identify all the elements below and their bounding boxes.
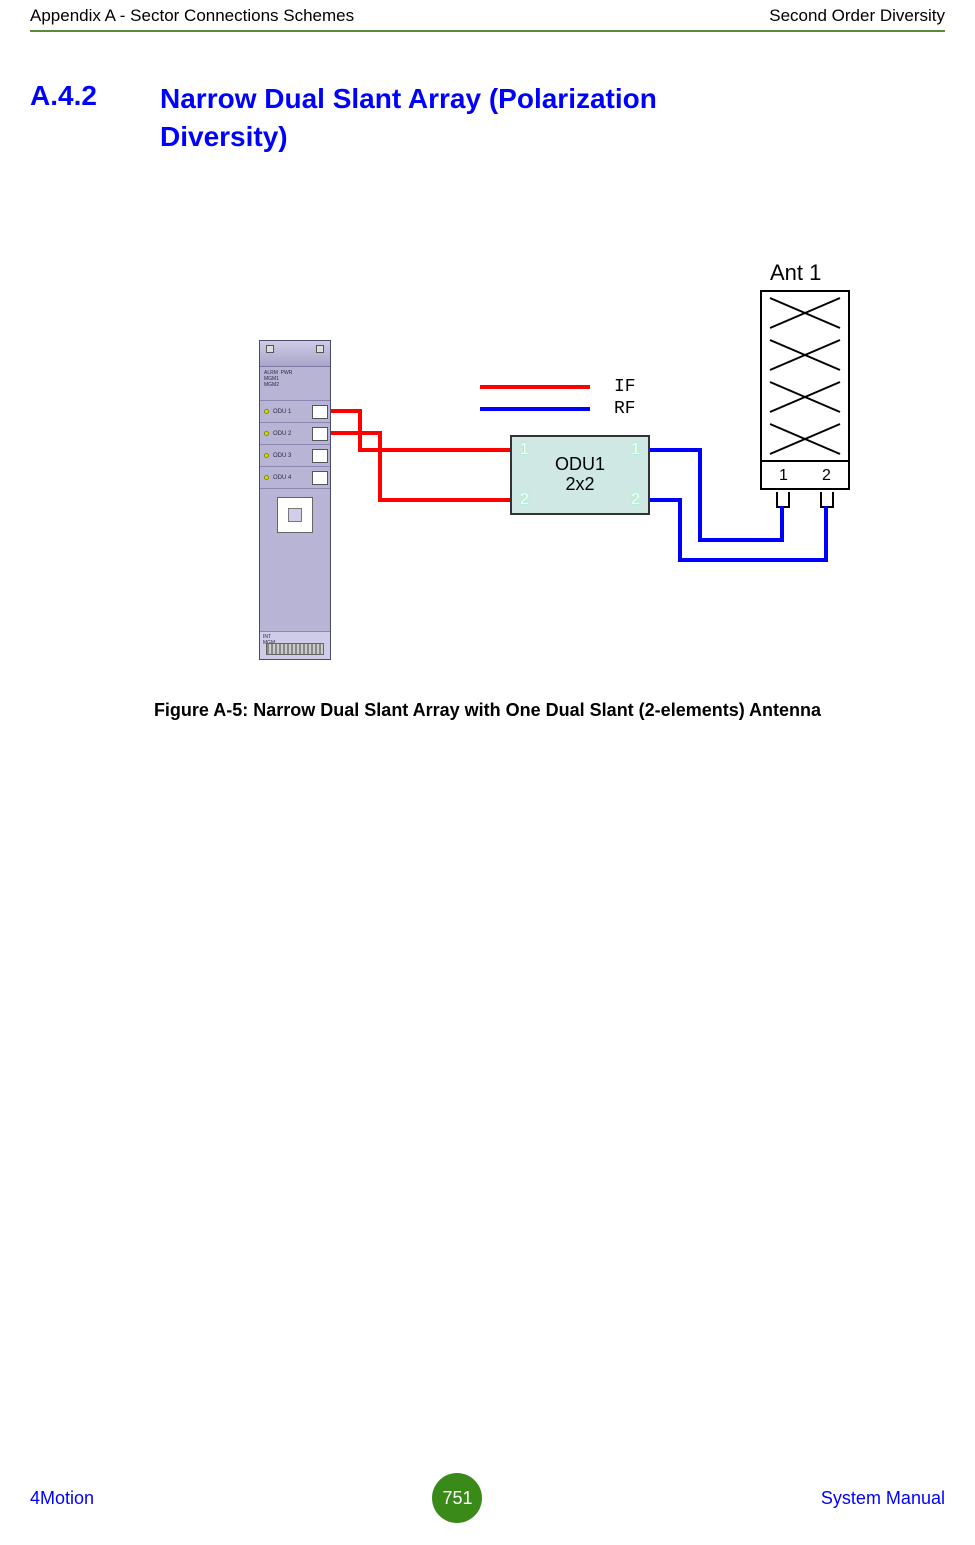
section-title: Narrow Dual Slant Array (Polarization Di… bbox=[160, 80, 657, 156]
wire-rf-2 bbox=[650, 500, 826, 560]
header-rule bbox=[30, 30, 945, 32]
odu-box: 1 1 2 2 ODU1 2x2 bbox=[510, 435, 650, 515]
legend-label-rf: RF bbox=[614, 399, 636, 419]
legend-line-rf bbox=[480, 407, 590, 411]
port-jack bbox=[312, 405, 328, 419]
antenna-element bbox=[762, 418, 848, 460]
section-title-line1: Narrow Dual Slant Array (Polarization bbox=[160, 83, 657, 114]
antenna-port-1: 1 bbox=[779, 467, 788, 485]
port-label: ODU 4 bbox=[273, 475, 291, 481]
odu-port-bl: 2 bbox=[520, 491, 529, 509]
page: Appendix A - Sector Connections Schemes … bbox=[0, 0, 975, 1545]
port-jack bbox=[312, 427, 328, 441]
basestation-card: ALRM PWRMGM1MGM2 ODU 1 ODU 2 ODU 3 bbox=[259, 340, 331, 660]
port-label: ODU 2 bbox=[273, 431, 291, 437]
basestation-port-odu1: ODU 1 bbox=[260, 401, 330, 423]
antenna-element bbox=[762, 334, 848, 376]
header-left: Appendix A - Sector Connections Schemes bbox=[30, 6, 354, 26]
page-header: Appendix A - Sector Connections Schemes … bbox=[0, 0, 975, 30]
basestation-port-odu4: ODU 4 bbox=[260, 467, 330, 489]
footer-right: System Manual bbox=[821, 1488, 945, 1509]
odu-label: ODU1 2x2 bbox=[555, 455, 605, 495]
footer-left: 4Motion bbox=[30, 1488, 94, 1509]
figure-caption: Figure A-5: Narrow Dual Slant Array with… bbox=[0, 700, 975, 721]
odu-port-tl: 1 bbox=[520, 441, 529, 459]
basestation-top bbox=[260, 341, 330, 367]
antenna-foot bbox=[776, 492, 790, 508]
antenna-element bbox=[762, 292, 848, 334]
disk-icon bbox=[288, 508, 302, 522]
port-label: ODU 3 bbox=[273, 453, 291, 459]
led-icon bbox=[264, 409, 269, 414]
legend-line-if bbox=[480, 385, 590, 389]
page-number-badge: 751 bbox=[432, 1473, 482, 1523]
legend-label-if: IF bbox=[614, 377, 636, 397]
odu-config: 2x2 bbox=[565, 474, 594, 494]
figure-area: ALRM PWRMGM1MGM2 ODU 1 ODU 2 ODU 3 bbox=[0, 260, 975, 680]
legend: IF RF bbox=[480, 376, 680, 420]
port-jack bbox=[312, 449, 328, 463]
antenna-foot bbox=[820, 492, 834, 508]
header-right: Second Order Diversity bbox=[769, 6, 945, 26]
wire-if-2 bbox=[331, 433, 510, 500]
basestation-label-block: ALRM PWRMGM1MGM2 bbox=[260, 367, 330, 401]
port-label: ODU 1 bbox=[273, 409, 291, 415]
antenna-label: Ant 1 bbox=[770, 260, 821, 286]
led-icon bbox=[264, 431, 269, 436]
basestation-module bbox=[277, 497, 313, 533]
basestation-foot: INTMGM bbox=[260, 631, 330, 659]
odu-name: ODU1 bbox=[555, 454, 605, 474]
antenna-ports: 1 2 bbox=[762, 460, 848, 490]
odu-port-br: 2 bbox=[631, 491, 640, 509]
section-number: A.4.2 bbox=[30, 80, 160, 156]
legend-row-if: IF bbox=[480, 376, 680, 398]
basestation-port-odu3: ODU 3 bbox=[260, 445, 330, 467]
led-icon bbox=[264, 453, 269, 458]
legend-row-rf: RF bbox=[480, 398, 680, 420]
vent-icon bbox=[266, 643, 324, 655]
port-jack bbox=[312, 471, 328, 485]
page-footer: 4Motion 751 System Manual bbox=[30, 1473, 945, 1523]
section-title-line2: Diversity) bbox=[160, 121, 288, 152]
section-heading: A.4.2 Narrow Dual Slant Array (Polarizat… bbox=[30, 80, 945, 156]
antenna-feet bbox=[760, 490, 850, 508]
diagram: ALRM PWRMGM1MGM2 ODU 1 ODU 2 ODU 3 bbox=[0, 260, 975, 680]
antenna-port-2: 2 bbox=[822, 467, 831, 485]
antenna-element bbox=[762, 376, 848, 418]
antenna: 1 2 bbox=[760, 290, 850, 490]
odu-port-tr: 1 bbox=[631, 441, 640, 459]
led-icon bbox=[264, 475, 269, 480]
basestation-port-odu2: ODU 2 bbox=[260, 423, 330, 445]
